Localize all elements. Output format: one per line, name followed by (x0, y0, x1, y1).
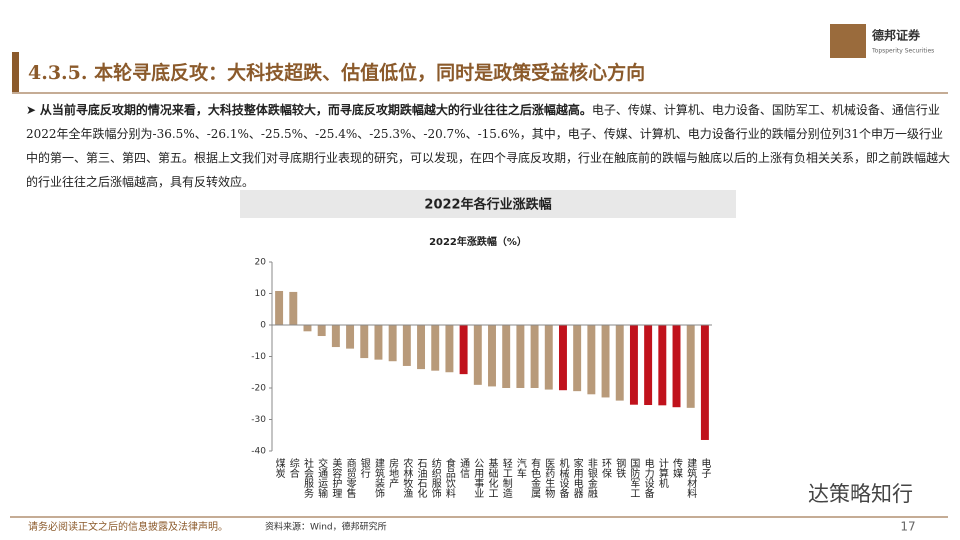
chart-title: 2022年涨跌幅（%） (429, 235, 527, 248)
x-tick-label: 机械设备 (557, 457, 569, 499)
bar (587, 325, 596, 395)
x-tick-label: 传媒 (671, 458, 683, 479)
bar (488, 325, 496, 387)
bar (601, 325, 610, 398)
footer-disclaimer: 请务必阅读正文之后的信息披露及法律声明。 (28, 520, 228, 533)
x-tick-label: 环保 (600, 458, 612, 479)
y-tick-label: -40 (251, 447, 266, 457)
y-tick-label: -20 (251, 384, 266, 394)
x-tick-label: 商贸零售 (344, 457, 356, 499)
x-tick-label: 交通运输 (316, 457, 328, 499)
x-tick-label: 公用事业 (472, 458, 484, 498)
x-tick-label: 建筑材料 (685, 457, 697, 499)
x-tick-label: 综合 (287, 457, 299, 479)
y-tick-label: 20 (255, 258, 267, 268)
bar (417, 325, 426, 370)
x-tick-label: 医药生物 (543, 458, 555, 499)
bar (445, 325, 454, 373)
bar (658, 325, 667, 406)
x-tick-label: 农林牧渔 (401, 457, 413, 499)
bar (530, 325, 539, 388)
x-tick-label: 家用电器 (571, 457, 583, 499)
bar (544, 325, 553, 390)
x-tick-label: 社会服务 (301, 457, 313, 499)
x-tick-label: 美容护理 (330, 457, 342, 498)
x-tick-label: 计算机 (656, 457, 668, 489)
bar (516, 325, 525, 388)
x-tick-label: 建筑装饰 (372, 457, 384, 499)
bar (686, 325, 695, 408)
bar (346, 325, 355, 349)
bar (275, 290, 284, 325)
bar (289, 291, 298, 325)
slide-title: 4.3.5. 本轮寻底反攻：大科技超跌、估值低位，同时是政策受益核心方向 (28, 61, 645, 84)
x-tick-label: 食品饮料 (443, 457, 455, 499)
title-accent (12, 52, 19, 92)
x-tick-label: 非银金融 (585, 458, 597, 499)
x-tick-label: 电子 (699, 457, 711, 478)
bar (558, 325, 567, 391)
y-tick-label: 10 (255, 289, 267, 299)
logo-icon (830, 24, 866, 58)
bar (672, 325, 681, 408)
chart-box-title: 2022年各行业涨跌幅 (424, 197, 551, 213)
bar (360, 325, 369, 359)
x-tick-label: 石油石化 (415, 458, 427, 498)
x-tick-label: 电力设备 (642, 457, 654, 499)
bar (502, 325, 511, 388)
bar (374, 325, 383, 360)
x-tick-label: 纺织服饰 (429, 457, 441, 499)
x-tick-label: 银行 (358, 457, 370, 479)
logo-sub: Topsperity Securities (871, 48, 934, 55)
bar (331, 325, 340, 348)
bar (615, 325, 624, 401)
body-box: ➤ 从当前寻底反攻期的情况来看，大科技整体跌幅较大，而寻底反攻期跌幅越大的行业往… (26, 103, 950, 189)
x-tick-label: 有色金属 (529, 457, 541, 499)
x-tick-label: 房地产 (387, 457, 399, 489)
bar (388, 325, 397, 362)
chart-header (240, 190, 736, 218)
x-tick-label: 汽车 (514, 457, 526, 479)
logo-name: 德邦证券 (872, 28, 921, 43)
watermark: 达策略知行 (808, 482, 913, 506)
bar (700, 325, 709, 440)
bar (629, 325, 638, 405)
page-number: 17 (900, 520, 915, 534)
bar (303, 325, 312, 332)
bar (459, 325, 468, 375)
y-tick-label: -30 (251, 415, 266, 425)
x-tick-label: 基础化工 (486, 457, 498, 498)
y-tick-label: -10 (251, 352, 266, 362)
y-tick-label: 0 (260, 321, 266, 331)
bar (431, 325, 440, 371)
x-tick-label: 煤炭 (273, 457, 285, 479)
body-para: 电子、传媒、计算机、电力设备、国防军工、机械设备、通信行业2022年全年跌幅分别… (26, 103, 950, 189)
bar (317, 325, 326, 337)
bar (473, 325, 482, 385)
bar (644, 325, 653, 406)
plot: 20100-10-20-30-40煤炭 综合 社会服务 交通运输 美容护理 商贸零售 银行建… (251, 258, 712, 499)
x-tick-label: 通信 (458, 458, 470, 479)
x-tick-label: 钢铁 (614, 457, 626, 479)
x-tick-label: 国防军工 (628, 458, 640, 498)
bar (573, 325, 582, 392)
x-tick-label: 轻工制造 (500, 457, 512, 498)
footer-source: 资料来源：Wind，德邦研究所 (265, 521, 387, 533)
body-text: ➤ 从当前寻底反攻期的情况来看，大科技整体跌幅较大，而寻底反攻期跌幅越大的行业往… (26, 103, 950, 189)
bar (402, 325, 411, 366)
body-lead: 从当前寻底反攻期的情况来看，大科技整体跌幅较大，而寻底反攻期跌幅越大的行业往往之… (39, 103, 592, 117)
